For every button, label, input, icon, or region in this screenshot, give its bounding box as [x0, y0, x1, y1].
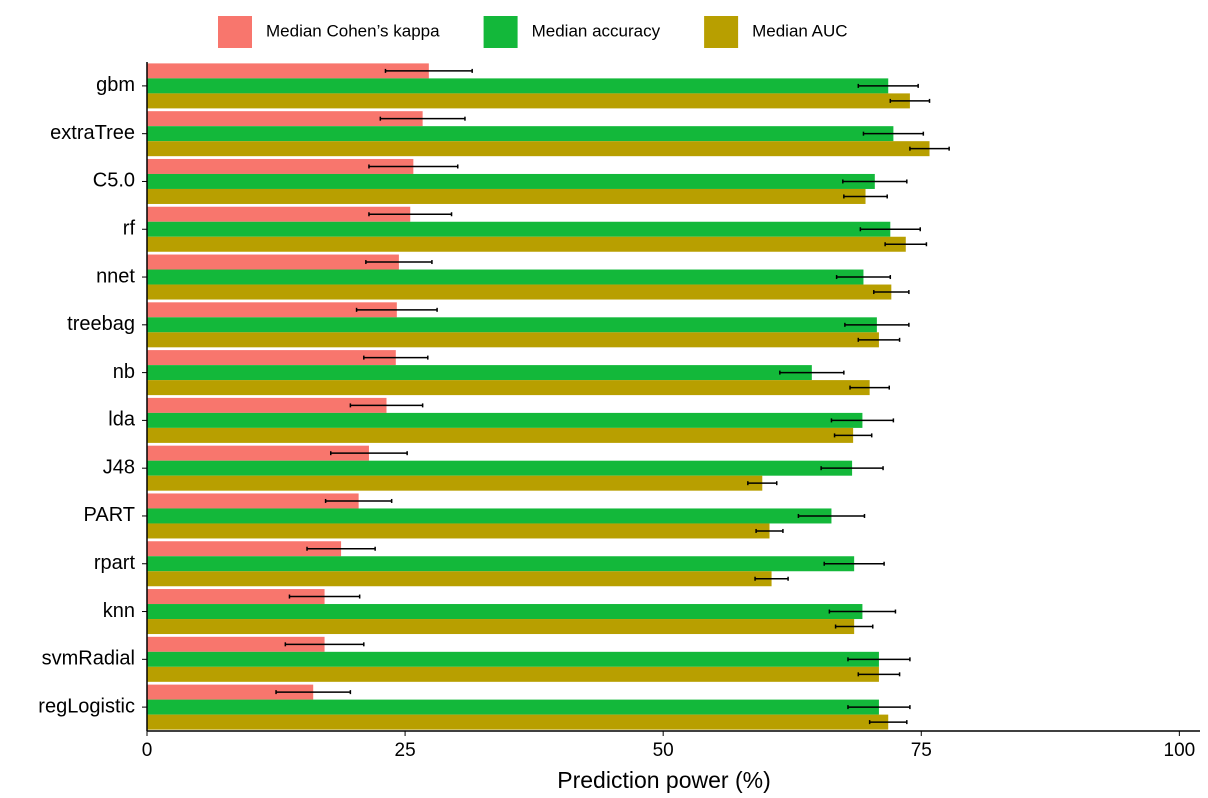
legend-label: Median AUC	[752, 21, 847, 40]
y-tick-label: nnet	[96, 265, 135, 287]
bar	[147, 475, 763, 491]
legend-swatch	[218, 16, 252, 48]
bar	[147, 158, 414, 174]
bar	[147, 236, 906, 252]
legend-swatch	[483, 16, 518, 48]
y-tick-label: svmRadial	[42, 648, 135, 670]
bar	[147, 619, 855, 635]
bar	[147, 666, 879, 682]
x-axis-title: Prediction power (%)	[557, 767, 770, 793]
y-tick-label: C5.0	[93, 170, 135, 192]
bar	[147, 380, 870, 396]
bar	[147, 141, 930, 157]
legend-label: Median accuracy	[532, 21, 661, 40]
x-tick-label: 75	[911, 740, 932, 761]
bar	[147, 589, 325, 605]
bar	[147, 221, 891, 237]
bar	[147, 350, 396, 366]
bar	[147, 93, 910, 109]
y-tick-label: gbm	[96, 74, 135, 96]
x-tick-label: 100	[1164, 740, 1196, 761]
x-tick-label: 50	[653, 740, 674, 761]
legend-label: Median Cohen’s kappa	[266, 21, 440, 40]
bar	[147, 111, 423, 127]
bar	[147, 523, 770, 539]
bar	[147, 188, 866, 204]
y-tick-label: regLogistic	[38, 695, 135, 717]
bar	[147, 427, 854, 443]
y-tick-label: nb	[113, 361, 135, 383]
bar	[147, 397, 387, 413]
x-tick-label: 0	[142, 740, 153, 761]
bar	[147, 302, 397, 318]
bar	[147, 636, 325, 652]
bar	[147, 684, 314, 700]
bar	[147, 284, 892, 300]
bar	[147, 445, 369, 461]
bar	[147, 556, 855, 572]
y-tick-label: knn	[103, 600, 135, 622]
bar	[147, 651, 879, 667]
bar	[147, 206, 411, 222]
y-tick-label: J48	[103, 456, 135, 478]
y-tick-label: extraTree	[50, 122, 135, 144]
bar	[147, 508, 832, 524]
bar	[147, 269, 864, 285]
bar	[147, 365, 812, 381]
bar	[147, 714, 889, 730]
y-tick-label: rpart	[94, 552, 136, 574]
bar	[147, 571, 772, 587]
x-tick-label: 25	[395, 740, 416, 761]
bar	[147, 460, 853, 476]
bar	[147, 173, 875, 189]
legend-swatch	[704, 16, 739, 48]
bar	[147, 254, 399, 270]
bar	[147, 541, 342, 557]
y-tick-label: rf	[123, 218, 136, 240]
bar	[147, 493, 359, 509]
bar	[147, 63, 429, 79]
y-tick-label: treebag	[67, 313, 135, 335]
bar	[147, 78, 889, 94]
bar	[147, 126, 894, 142]
bar	[147, 699, 879, 715]
bar	[147, 412, 863, 428]
bar	[147, 317, 877, 333]
bar	[147, 332, 879, 348]
bar	[147, 604, 863, 620]
y-tick-label: PART	[84, 504, 136, 526]
y-tick-label: lda	[108, 409, 136, 431]
